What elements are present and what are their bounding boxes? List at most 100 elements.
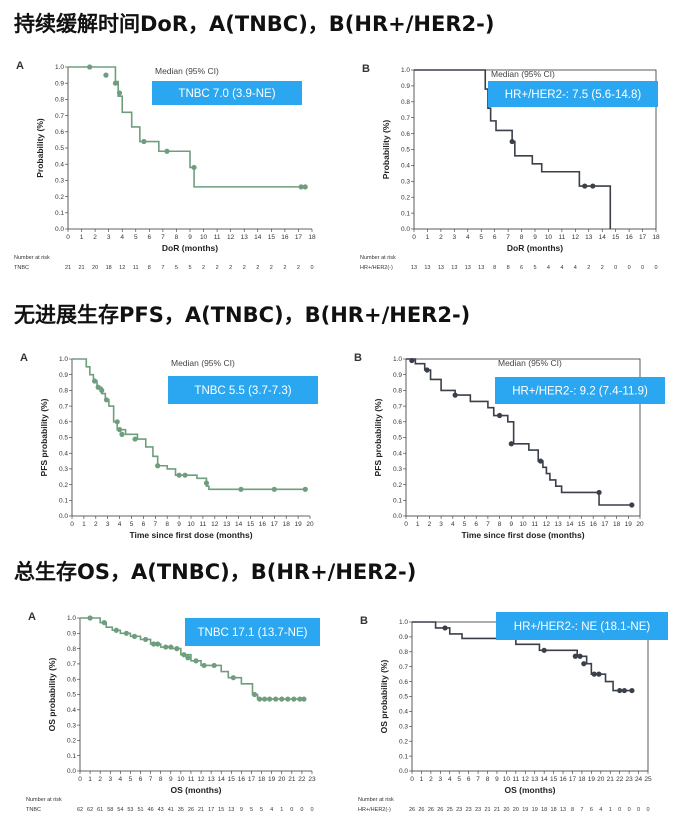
os_b-risk-value: 26 [409, 807, 415, 813]
os_a-censor-mark [285, 696, 291, 702]
os_a-risk-value: 0 [300, 807, 303, 813]
os_b-xtick-label: 24 [635, 776, 643, 783]
pfs_a-badge-text: TNBC 5.5 (3.7-7.3) [194, 385, 291, 397]
pfs_b-km-curve [406, 358, 635, 506]
os_b-km-curve [412, 621, 634, 692]
pfs_a-xtick-label: 19 [294, 521, 302, 528]
dor_b-ytick-label: 0.1 [401, 210, 410, 217]
os_a-censor-mark [230, 675, 236, 681]
pfs_a-censor-mark [117, 427, 123, 433]
pfs_a-xtick-label: 11 [200, 521, 207, 528]
pfs_a-ytick-label: 0.7 [59, 403, 68, 410]
os_b-censor-mark [581, 661, 587, 667]
os_b-censor-mark [541, 647, 547, 653]
os_b-ytick-label: 0.9 [399, 634, 408, 641]
pfs_b-badge-text: HR+/HER2-: 9.2 (7.4-11.9) [512, 386, 648, 398]
dor_b-risk-value: 4 [547, 265, 550, 271]
os_a-xtick-label: 1 [88, 776, 92, 783]
pfs_b-ytick-label: 0.6 [393, 419, 402, 426]
os_a-x-axis-label: OS (months) [171, 785, 222, 795]
os_b-ytick-label: 0.7 [399, 664, 408, 671]
pfs_a-xtick-label: 4 [118, 521, 122, 528]
pfs_a-x-axis-label: Time since first dose (months) [129, 530, 252, 540]
os_a-xtick-label: 23 [308, 776, 316, 783]
dor_b-risk-value: 13 [438, 265, 444, 271]
os_b-ytick-label: 0.3 [399, 724, 408, 731]
os_b-xtick-label: 17 [569, 776, 577, 783]
pfs_a-ytick-label: 0.6 [59, 419, 68, 426]
dor_a-median-label: Median (95% CI) [155, 66, 219, 76]
os_a-censor-mark [101, 619, 107, 626]
pfs_a-censor-mark [119, 431, 125, 437]
pfs_a-xtick-label: 15 [247, 521, 255, 528]
os_a-censor-mark [163, 644, 169, 650]
os_b-xtick-label: 19 [588, 776, 596, 783]
pfs_b-xtick-label: 17 [601, 521, 609, 528]
os_a-risk-value: 0 [290, 807, 293, 813]
pfs_b-xtick-label: 9 [509, 521, 513, 528]
dor_a-censor-mark [87, 64, 93, 70]
dor_a-badge-text: TNBC 7.0 (3.9-NE) [178, 88, 275, 100]
os_b-risk-value: 7 [580, 807, 583, 813]
os_a-y-axis-label: OS probability (%) [47, 657, 57, 731]
os-section-title: 总生存OS，A(TNBC)，B(HR+/HER2-) [14, 560, 417, 584]
os_b-risk-value: 21 [484, 807, 490, 813]
dor_b-risk-row-label: HR+/HER2(-) [360, 265, 393, 271]
os_b-xtick-label: 4 [448, 776, 452, 783]
os_b-risk-value: 25 [447, 807, 453, 813]
os_b-risk-value: 18 [551, 807, 557, 813]
os_a-risk-value: 51 [137, 807, 143, 813]
pfs_b-xtick-label: 12 [543, 521, 551, 528]
dor_a-xtick-label: 13 [241, 234, 249, 241]
os_a-ytick-label: 0.5 [67, 692, 76, 699]
os_b-risk-value: 20 [513, 807, 519, 813]
pfs-section-title: 无进展生存PFS，A(TNBC)，B(HR+/HER2-) [14, 303, 471, 327]
os_a-xtick-label: 14 [218, 776, 226, 783]
pfs_b-y-axis-label: PFS probability (%) [373, 398, 383, 476]
dor_b-ytick-label: 1.0 [401, 67, 410, 74]
dor_a-risk-value: 7 [161, 265, 164, 271]
os_a-censor-mark [201, 662, 207, 669]
os_b-ytick-label: 0.0 [399, 768, 408, 775]
os_b-xtick-label: 16 [559, 776, 567, 783]
os_a-risk-value: 43 [158, 807, 164, 813]
os_a-risk-value: 35 [178, 807, 184, 813]
os_b-badge-box [496, 612, 668, 640]
os_a-risk-value: 54 [117, 807, 123, 813]
os_b-xtick-label: 3 [439, 776, 443, 783]
pfs_a-censor-mark [176, 472, 182, 478]
dor_b-xtick-label: 2 [439, 234, 443, 241]
dor_b-xtick-label: 12 [572, 234, 580, 241]
dor_b-xtick-label: 10 [545, 234, 553, 241]
os_a-risk-value: 13 [228, 807, 234, 813]
os_a-censor-mark [301, 696, 307, 702]
os_a-risk-value: 62 [77, 807, 83, 813]
os_a-censor-mark [151, 641, 157, 647]
os_a-censor-mark [273, 696, 279, 702]
os_b-xtick-label: 21 [607, 776, 615, 783]
dor_b-ytick-label: 0.4 [401, 163, 410, 170]
dor_a-xtick-label: 15 [268, 234, 276, 241]
dor_b-risk-title: Number at risk [360, 255, 396, 261]
pfs_b-censor-mark [596, 489, 602, 496]
dor_b-risk-value: 4 [560, 265, 563, 271]
dor_b-xtick-label: 3 [453, 234, 457, 241]
os_a-censor-mark [168, 644, 174, 650]
dor_a-risk-value: 21 [78, 265, 84, 271]
dor_a-xtick-label: 0 [66, 234, 70, 241]
pfs_a-censor-mark [99, 387, 105, 393]
dor_b-ytick-label: 0.8 [401, 99, 410, 106]
os_a-censor-mark [261, 696, 268, 702]
pfs_b-xtick-label: 18 [613, 521, 621, 528]
dor_b-risk-value: 2 [601, 265, 604, 271]
pfs_a-xtick-label: 20 [306, 521, 314, 528]
dor_b-y-axis-label: Probability (%) [381, 120, 391, 180]
os_b-xtick-label: 18 [578, 776, 586, 783]
os_a-ytick-label: 0.8 [67, 646, 76, 653]
pfs_a-median-label: Median (95% CI) [171, 358, 235, 368]
dor_a-risk-value: 18 [106, 265, 112, 271]
dor_a-xtick-label: 11 [214, 234, 221, 241]
os_a-censor-mark [87, 615, 93, 621]
dor_b-xtick-label: 18 [652, 234, 660, 241]
os_b-censor-mark [442, 625, 448, 631]
